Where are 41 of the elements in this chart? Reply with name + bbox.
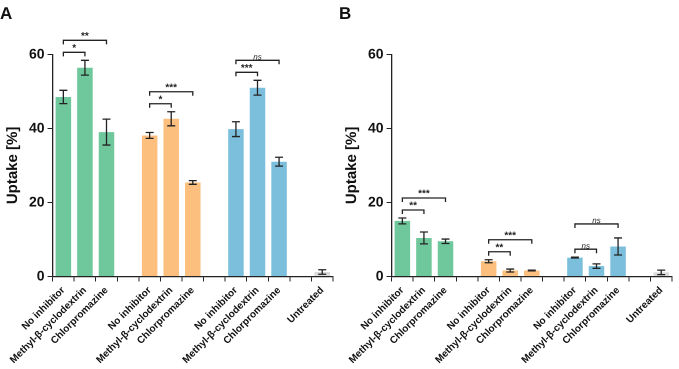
bar <box>524 270 540 276</box>
y-tick-label: 40 <box>368 119 384 136</box>
bar <box>271 162 287 276</box>
bar <box>567 258 583 276</box>
annotation: * <box>158 94 162 106</box>
y-tick-label: 20 <box>28 193 45 210</box>
bar <box>163 118 179 276</box>
annotation: *** <box>165 82 178 94</box>
annotation: ** <box>496 242 504 254</box>
annotation: ns <box>253 52 262 62</box>
bar <box>56 96 72 276</box>
text: * <box>72 43 76 54</box>
chart-title: A <box>0 4 12 23</box>
y-tick-label: 40 <box>28 119 45 136</box>
y-tick-label: 0 <box>36 267 45 284</box>
bar <box>610 246 626 276</box>
chart-title: B <box>339 4 352 23</box>
y-tick-label: 60 <box>368 45 384 62</box>
y-tick-label: 0 <box>376 267 384 284</box>
bar <box>416 238 432 276</box>
bar <box>394 220 410 276</box>
y-axis-title: Uptake [%] <box>4 126 22 204</box>
bar <box>98 132 114 276</box>
annotation: *** <box>504 230 516 242</box>
bar <box>438 241 454 276</box>
y-axis-title: Uptake [%] <box>343 126 360 204</box>
annotation: *** <box>418 188 430 200</box>
annotation: ** <box>409 200 418 212</box>
bar <box>185 182 201 276</box>
y-tick-label: 60 <box>28 45 45 62</box>
y-tick-label: 20 <box>368 193 384 210</box>
annotation: ns <box>592 216 601 226</box>
bar <box>250 88 266 276</box>
annotation: *** <box>240 63 253 74</box>
text: ** <box>81 31 89 42</box>
bar <box>228 129 244 276</box>
annotation: ns <box>581 241 590 250</box>
bar <box>588 266 604 276</box>
bar <box>480 261 496 276</box>
bar <box>142 135 158 276</box>
bar <box>77 68 93 276</box>
